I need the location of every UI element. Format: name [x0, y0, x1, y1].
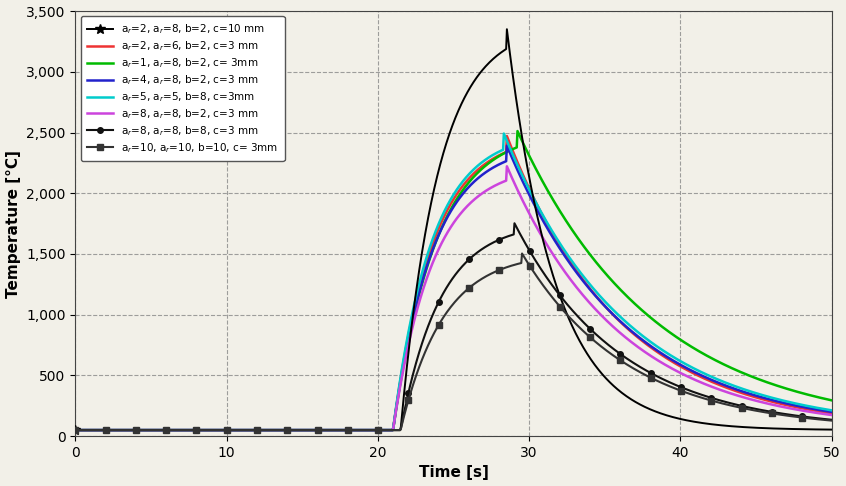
- a$_r$=5, a$_r$=5, b=8, c=3mm: [661, 349, 671, 355]
- Line: a$_r$=2, a$_r$=6, b=2, c=3 mm: a$_r$=2, a$_r$=6, b=2, c=3 mm: [75, 136, 832, 430]
- a$_r$=8, a$_r$=8, b=2, c=3 mm: [404, 342, 414, 347]
- Line: a$_r$=8, a$_r$=8, b=2, c=3 mm: a$_r$=8, a$_r$=8, b=2, c=3 mm: [75, 166, 832, 430]
- a$_r$=1, a$_r$=8, b=2, c= 3mm: [827, 398, 837, 403]
- a$_r$=10, a$_r$=10, b=10, c= 3mm: [147, 427, 157, 433]
- Legend: a$_r$=2, a$_r$=8, b=2, c=10 mm, a$_r$=2, a$_r$=6, b=2, c=3 mm, a$_r$=1, a$_r$=8,: a$_r$=2, a$_r$=8, b=2, c=10 mm, a$_r$=2,…: [80, 16, 284, 161]
- Line: a$_r$=1, a$_r$=8, b=2, c= 3mm: a$_r$=1, a$_r$=8, b=2, c= 3mm: [75, 131, 832, 430]
- a$_r$=8, a$_r$=8, b=2, c=3 mm: [70, 427, 80, 433]
- a$_r$=2, a$_r$=8, b=2, c=10 mm: [147, 427, 157, 433]
- a$_r$=4, a$_r$=8, b=2, c=3 mm: [376, 427, 387, 433]
- a$_r$=4, a$_r$=8, b=2, c=3 mm: [674, 361, 684, 367]
- X-axis label: Time [s]: Time [s]: [419, 466, 488, 481]
- a$_r$=2, a$_r$=6, b=2, c=3 mm: [827, 410, 837, 416]
- a$_r$=1, a$_r$=8, b=2, c= 3mm: [513, 128, 523, 134]
- Y-axis label: Temperature [°C]: Temperature [°C]: [6, 150, 20, 297]
- Line: a$_r$=8, a$_r$=8, b=8, c=3 mm: a$_r$=8, a$_r$=8, b=8, c=3 mm: [73, 221, 834, 433]
- a$_r$=2, a$_r$=8, b=2, c=10 mm: [404, 349, 414, 355]
- a$_r$=2, a$_r$=6, b=2, c=3 mm: [591, 293, 601, 298]
- a$_r$=2, a$_r$=6, b=2, c=3 mm: [147, 427, 157, 433]
- a$_r$=5, a$_r$=5, b=8, c=3mm: [70, 427, 80, 433]
- a$_r$=8, a$_r$=8, b=2, c=3 mm: [591, 306, 601, 312]
- a$_r$=10, a$_r$=10, b=10, c= 3mm: [70, 427, 80, 433]
- a$_r$=4, a$_r$=8, b=2, c=3 mm: [147, 427, 157, 433]
- a$_r$=8, a$_r$=8, b=8, c=3 mm: [661, 378, 671, 383]
- a$_r$=4, a$_r$=8, b=2, c=3 mm: [70, 427, 80, 433]
- a$_r$=2, a$_r$=6, b=2, c=3 mm: [502, 133, 512, 139]
- a$_r$=2, a$_r$=6, b=2, c=3 mm: [70, 427, 80, 433]
- a$_r$=8, a$_r$=8, b=2, c=3 mm: [674, 369, 684, 375]
- a$_r$=5, a$_r$=5, b=8, c=3mm: [404, 329, 414, 335]
- Line: a$_r$=2, a$_r$=8, b=2, c=10 mm: a$_r$=2, a$_r$=8, b=2, c=10 mm: [70, 24, 837, 435]
- a$_r$=8, a$_r$=8, b=2, c=3 mm: [661, 362, 671, 368]
- a$_r$=2, a$_r$=8, b=2, c=10 mm: [591, 363, 601, 369]
- a$_r$=5, a$_r$=5, b=8, c=3mm: [376, 427, 387, 433]
- a$_r$=8, a$_r$=8, b=8, c=3 mm: [827, 417, 837, 423]
- a$_r$=2, a$_r$=8, b=2, c=10 mm: [827, 427, 837, 433]
- a$_r$=2, a$_r$=8, b=2, c=10 mm: [376, 427, 387, 433]
- a$_r$=8, a$_r$=8, b=2, c=3 mm: [376, 427, 387, 433]
- a$_r$=1, a$_r$=8, b=2, c= 3mm: [674, 336, 684, 342]
- a$_r$=4, a$_r$=8, b=2, c=3 mm: [502, 143, 512, 149]
- a$_r$=1, a$_r$=8, b=2, c= 3mm: [591, 259, 601, 264]
- a$_r$=2, a$_r$=8, b=2, c=10 mm: [502, 26, 512, 32]
- a$_r$=10, a$_r$=10, b=10, c= 3mm: [674, 387, 684, 393]
- a$_r$=4, a$_r$=8, b=2, c=3 mm: [661, 353, 671, 359]
- a$_r$=8, a$_r$=8, b=8, c=3 mm: [404, 390, 414, 396]
- a$_r$=4, a$_r$=8, b=2, c=3 mm: [827, 409, 837, 415]
- a$_r$=8, a$_r$=8, b=2, c=3 mm: [147, 427, 157, 433]
- a$_r$=5, a$_r$=5, b=8, c=3mm: [499, 131, 509, 137]
- a$_r$=10, a$_r$=10, b=10, c= 3mm: [661, 382, 671, 388]
- a$_r$=8, a$_r$=8, b=8, c=3 mm: [674, 383, 684, 389]
- a$_r$=10, a$_r$=10, b=10, c= 3mm: [376, 427, 387, 433]
- Line: a$_r$=5, a$_r$=5, b=8, c=3mm: a$_r$=5, a$_r$=5, b=8, c=3mm: [75, 134, 832, 430]
- a$_r$=5, a$_r$=5, b=8, c=3mm: [591, 288, 601, 294]
- a$_r$=8, a$_r$=8, b=8, c=3 mm: [591, 331, 601, 337]
- a$_r$=10, a$_r$=10, b=10, c= 3mm: [404, 397, 414, 403]
- a$_r$=1, a$_r$=8, b=2, c= 3mm: [661, 327, 671, 332]
- a$_r$=4, a$_r$=8, b=2, c=3 mm: [404, 335, 414, 341]
- Line: a$_r$=4, a$_r$=8, b=2, c=3 mm: a$_r$=4, a$_r$=8, b=2, c=3 mm: [75, 146, 832, 430]
- a$_r$=4, a$_r$=8, b=2, c=3 mm: [591, 293, 601, 299]
- a$_r$=2, a$_r$=6, b=2, c=3 mm: [404, 332, 414, 338]
- a$_r$=8, a$_r$=8, b=2, c=3 mm: [827, 412, 837, 418]
- a$_r$=5, a$_r$=5, b=8, c=3mm: [674, 358, 684, 364]
- a$_r$=8, a$_r$=8, b=8, c=3 mm: [376, 427, 387, 433]
- a$_r$=8, a$_r$=8, b=2, c=3 mm: [502, 163, 512, 169]
- a$_r$=10, a$_r$=10, b=10, c= 3mm: [591, 339, 601, 345]
- a$_r$=5, a$_r$=5, b=8, c=3mm: [147, 427, 157, 433]
- a$_r$=10, a$_r$=10, b=10, c= 3mm: [517, 251, 527, 257]
- a$_r$=8, a$_r$=8, b=8, c=3 mm: [147, 427, 157, 433]
- a$_r$=2, a$_r$=8, b=2, c=10 mm: [661, 412, 671, 418]
- a$_r$=1, a$_r$=8, b=2, c= 3mm: [376, 427, 387, 433]
- a$_r$=2, a$_r$=8, b=2, c=10 mm: [70, 427, 80, 433]
- a$_r$=5, a$_r$=5, b=8, c=3mm: [827, 407, 837, 413]
- a$_r$=8, a$_r$=8, b=8, c=3 mm: [70, 427, 80, 433]
- a$_r$=2, a$_r$=6, b=2, c=3 mm: [376, 427, 387, 433]
- a$_r$=2, a$_r$=8, b=2, c=10 mm: [674, 416, 684, 422]
- a$_r$=1, a$_r$=8, b=2, c= 3mm: [147, 427, 157, 433]
- Line: a$_r$=10, a$_r$=10, b=10, c= 3mm: a$_r$=10, a$_r$=10, b=10, c= 3mm: [73, 251, 834, 433]
- a$_r$=2, a$_r$=6, b=2, c=3 mm: [674, 363, 684, 369]
- a$_r$=10, a$_r$=10, b=10, c= 3mm: [827, 417, 837, 423]
- a$_r$=1, a$_r$=8, b=2, c= 3mm: [70, 427, 80, 433]
- a$_r$=1, a$_r$=8, b=2, c= 3mm: [404, 337, 414, 343]
- a$_r$=8, a$_r$=8, b=8, c=3 mm: [509, 220, 519, 226]
- a$_r$=2, a$_r$=6, b=2, c=3 mm: [661, 355, 671, 361]
